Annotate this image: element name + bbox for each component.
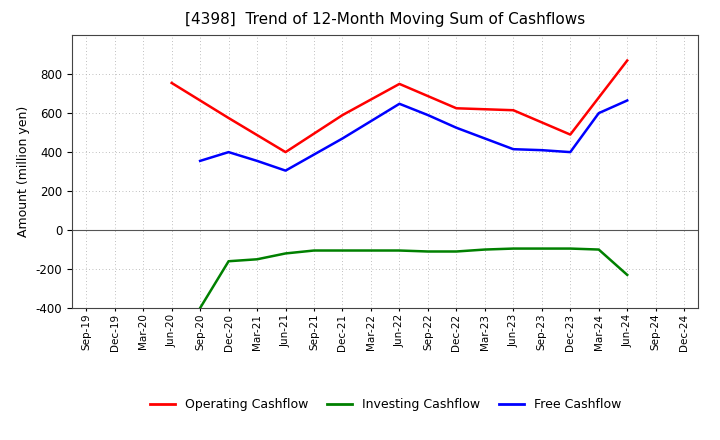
- Title: [4398]  Trend of 12-Month Moving Sum of Cashflows: [4398] Trend of 12-Month Moving Sum of C…: [185, 12, 585, 27]
- Y-axis label: Amount (million yen): Amount (million yen): [17, 106, 30, 237]
- Legend: Operating Cashflow, Investing Cashflow, Free Cashflow: Operating Cashflow, Investing Cashflow, …: [145, 393, 626, 416]
